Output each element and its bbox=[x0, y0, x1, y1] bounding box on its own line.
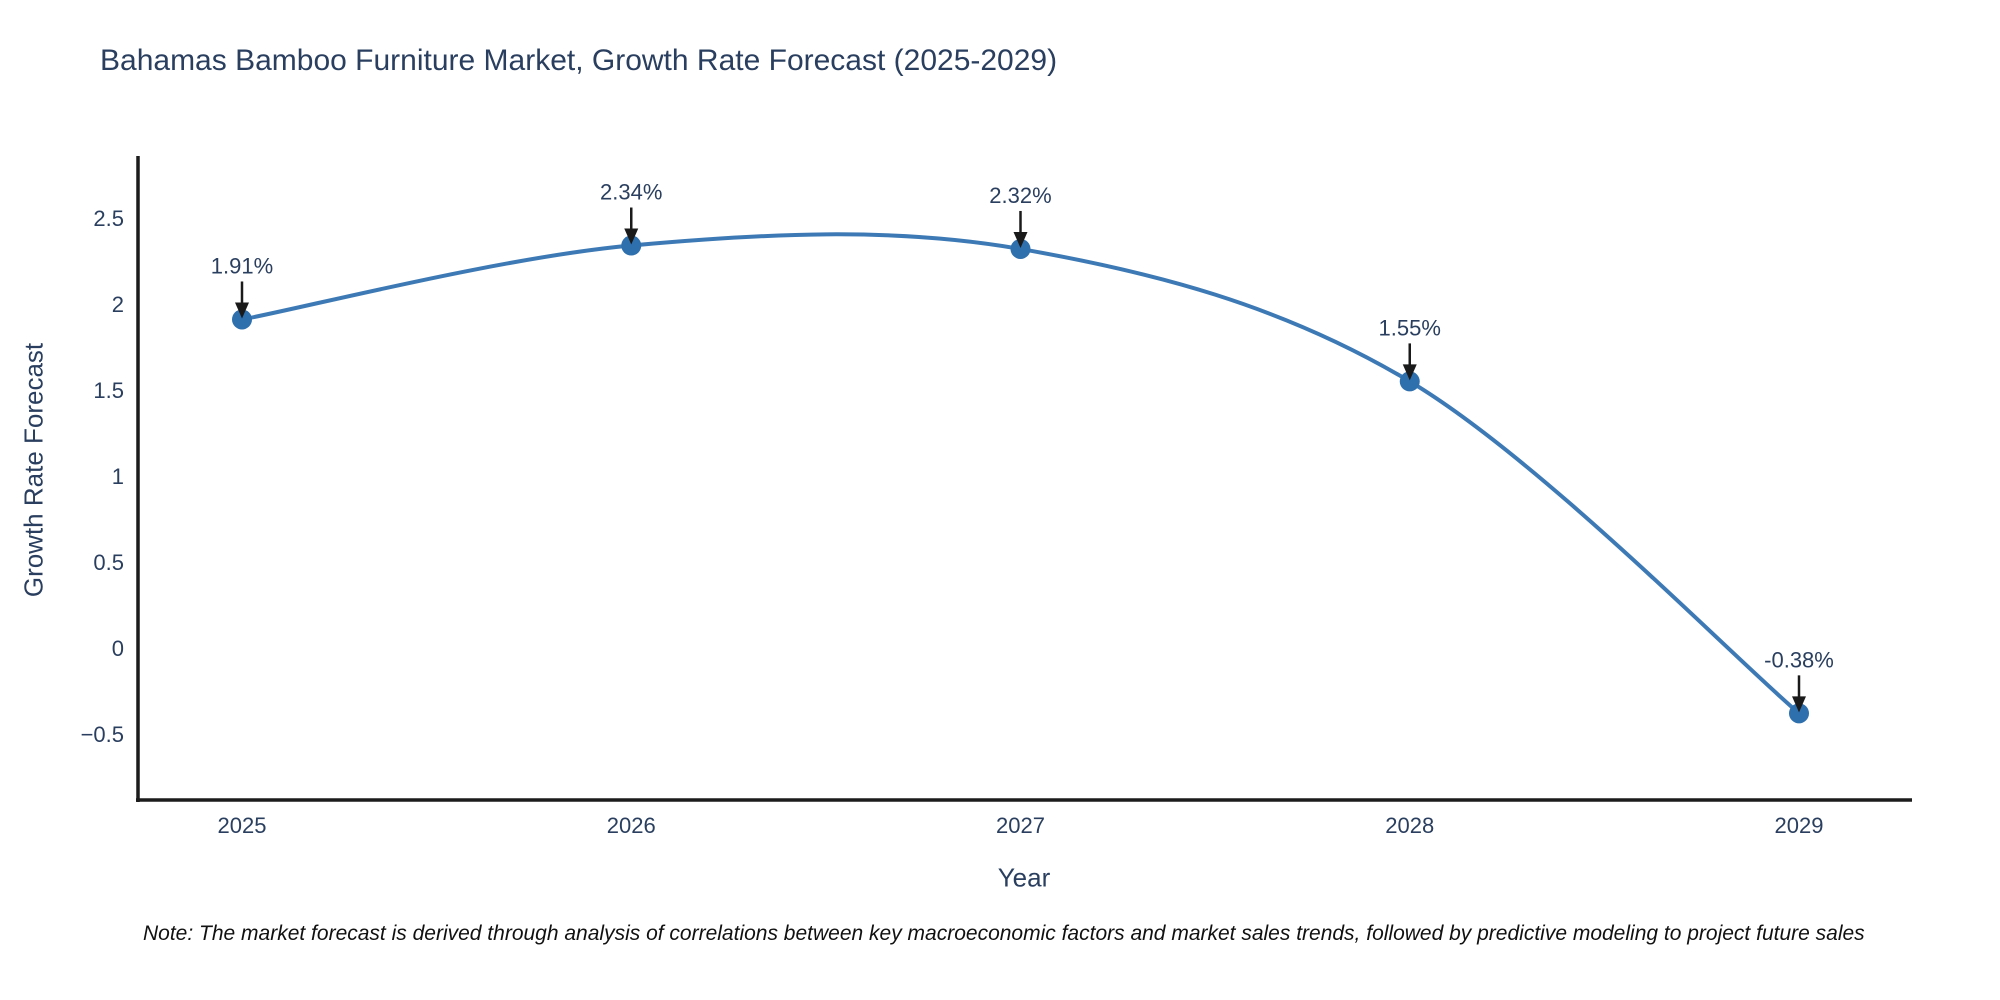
point-value-annotation: 2.34% bbox=[600, 180, 662, 205]
annotation-arrowhead-icon bbox=[624, 228, 639, 245]
point-value-annotation: -0.38% bbox=[1764, 647, 1834, 672]
annotation-arrowhead-icon bbox=[235, 302, 249, 319]
x-tick-label: 2027 bbox=[996, 813, 1045, 838]
annotation-arrowhead-icon bbox=[1402, 364, 1417, 381]
y-tick-label: 2 bbox=[112, 292, 124, 317]
point-value-annotation: 1.91% bbox=[211, 253, 273, 278]
data-point-2027[interactable] bbox=[1010, 238, 1031, 259]
x-axis-title: Year bbox=[997, 862, 1051, 893]
y-tick-label: 1 bbox=[112, 464, 124, 489]
x-tick-label: 2026 bbox=[607, 813, 656, 838]
chart-title: Bahamas Bamboo Furniture Market, Growth … bbox=[100, 44, 1058, 77]
y-tick-label: 0.5 bbox=[93, 550, 124, 575]
x-tick-label: 2028 bbox=[1385, 813, 1434, 838]
y-tick-label: −0.5 bbox=[81, 722, 124, 747]
annotation-arrowhead-icon bbox=[1013, 231, 1028, 248]
point-value-annotation: 2.32% bbox=[989, 183, 1051, 208]
annotation-arrowhead-icon bbox=[1792, 696, 1806, 713]
data-point-2028[interactable] bbox=[1399, 371, 1420, 392]
x-tick-label: 2025 bbox=[218, 813, 267, 838]
y-tick-label: 2.5 bbox=[93, 206, 124, 231]
x-tick-label: 2029 bbox=[1775, 813, 1824, 838]
data-point-2026[interactable] bbox=[621, 235, 642, 256]
methodology-note: Note: The market forecast is derived thr… bbox=[143, 922, 1865, 945]
y-tick-label: 1.5 bbox=[93, 378, 124, 403]
y-tick-label: 0 bbox=[112, 636, 124, 661]
point-value-annotation: 1.55% bbox=[1379, 315, 1441, 340]
data-point-2029[interactable] bbox=[1789, 703, 1809, 724]
data-point-2025[interactable] bbox=[232, 309, 252, 330]
forecast-trend-line bbox=[241, 232, 1801, 715]
